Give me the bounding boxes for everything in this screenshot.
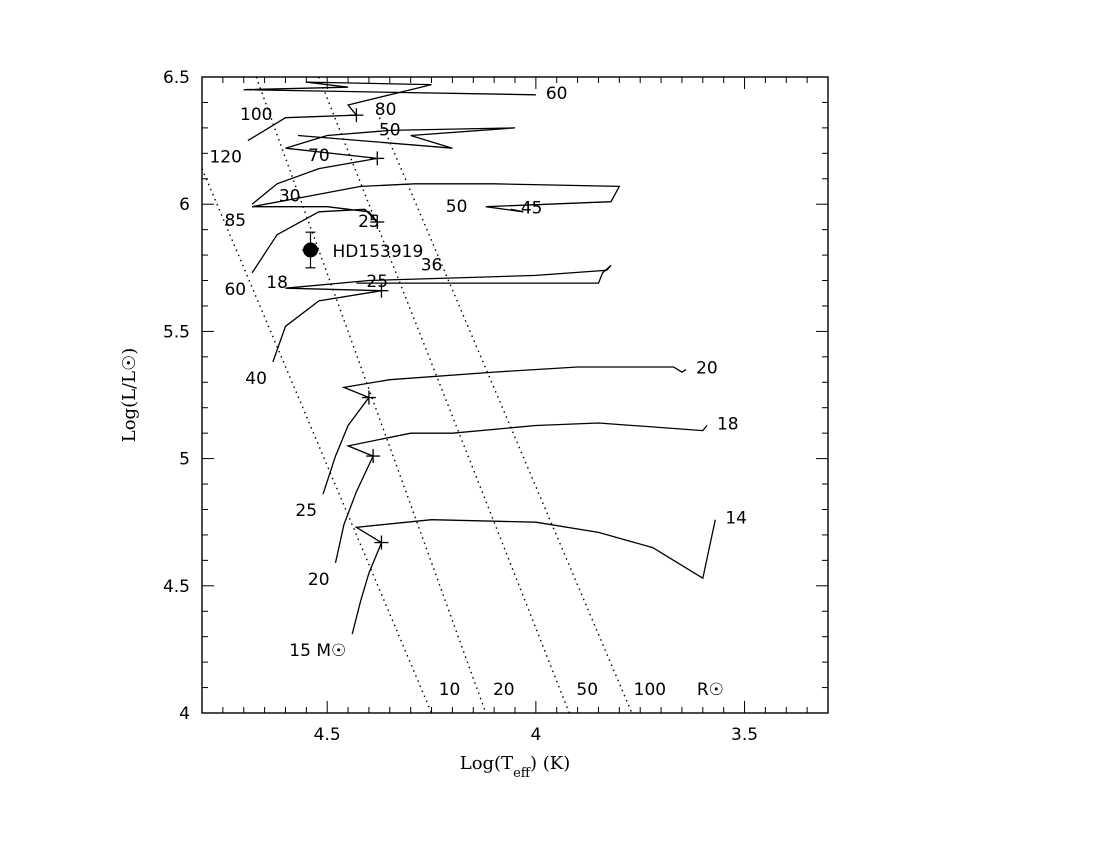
x-axis-title: Log(Teff) (K)	[460, 753, 571, 781]
track-mass-label: 60	[224, 280, 246, 300]
radius-line	[255, 76, 487, 714]
y-tick-label: 6	[179, 195, 190, 215]
track-20	[334, 422, 708, 564]
star-point	[303, 242, 319, 258]
track-120	[243, 81, 536, 142]
track-phase-label: 25	[358, 212, 380, 232]
track-mass-label: 20	[308, 570, 330, 590]
x-tick-label: 4.5	[314, 725, 341, 745]
evolutionary-tracks: 15 M☉ 14 20 18 25 20 40 25 36 18 60 45 30 25 50 85 70 50 1…	[209, 81, 747, 661]
track-mass-label: 25	[295, 501, 317, 521]
track-end-label: 45	[521, 198, 543, 218]
track-mass-label: 120	[209, 148, 241, 168]
y-tick-label: 4	[179, 704, 190, 724]
track-phase-label: 50	[446, 197, 468, 217]
y-tick-label: 5.5	[163, 322, 190, 342]
radius-line-label: 100	[634, 680, 666, 700]
track-phase-label: 18	[266, 273, 288, 293]
y-tick-label: 5	[179, 450, 190, 470]
track-end-label: 14	[725, 509, 747, 529]
star-label: HD153919	[333, 242, 424, 262]
radius-line-label: 10	[439, 680, 461, 700]
track-end-label: 25	[366, 272, 388, 292]
track-end-label: 18	[717, 415, 739, 435]
track-15	[351, 519, 716, 635]
radius-line-label: 50	[576, 680, 598, 700]
radius-line-label: 20	[493, 680, 515, 700]
track-60	[251, 183, 621, 274]
track-phase-label: 50	[379, 121, 401, 141]
plot-frame	[201, 76, 829, 714]
axis-ticks: 4.5 4 3.5 4 4.5 5 5.5 6 6.5	[163, 68, 829, 745]
star-marker: HD153919	[302, 231, 424, 269]
track-phase-label: 36	[421, 255, 443, 275]
y-tick-label: 6.5	[163, 68, 190, 88]
track-phase-label: 30	[279, 187, 301, 207]
track-end-label: 60	[546, 84, 568, 104]
track-40	[272, 264, 612, 363]
track-25	[322, 366, 687, 495]
x-axis-subscript: eff	[513, 766, 532, 781]
track-85	[251, 127, 516, 205]
track-mass-label: 40	[245, 369, 267, 389]
radius-unit-label: R☉	[697, 680, 724, 700]
track-end-label: 20	[696, 359, 718, 379]
radius-lines: 10 20 50 100 R☉	[201, 76, 724, 714]
track-phase-label: 100	[240, 105, 272, 125]
track-mass-label: 15 M☉	[289, 641, 346, 661]
x-tick-label: 4	[530, 725, 541, 745]
y-axis-title: Log(L/L☉)	[119, 348, 140, 442]
track-mass-label: 85	[224, 211, 246, 231]
track-phase-label: 80	[375, 100, 397, 120]
x-tick-label: 3.5	[731, 725, 758, 745]
track-phase-label: 70	[308, 146, 330, 166]
y-tick-label: 4.5	[163, 577, 190, 597]
radius-line	[318, 76, 570, 714]
